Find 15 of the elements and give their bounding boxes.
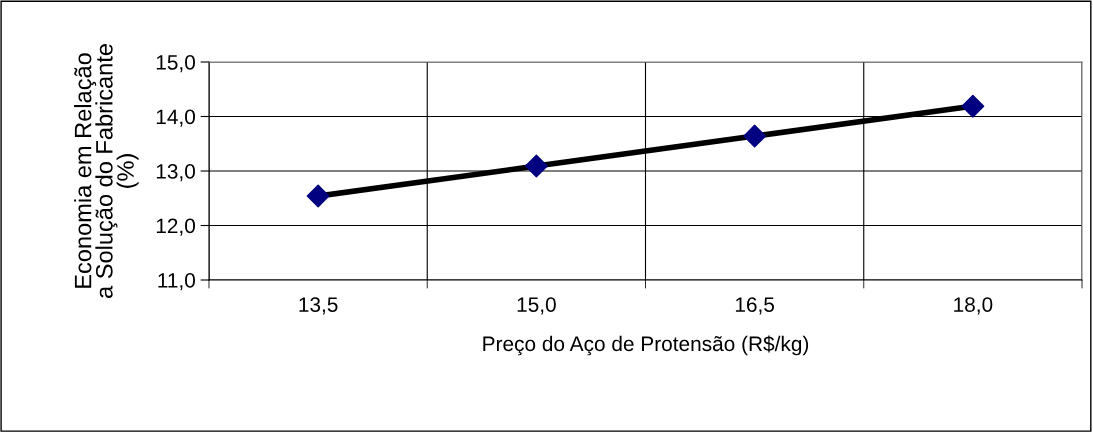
x-tick-label: 16,5 — [735, 297, 775, 315]
y-tick-label: 13,0 — [156, 164, 195, 182]
point — [961, 94, 985, 118]
point — [743, 124, 767, 148]
y-tick-label: 14,0 — [156, 109, 195, 127]
point — [306, 184, 330, 208]
x-tick-label: 15,0 — [517, 297, 556, 315]
y-tick-label: 12,0 — [156, 218, 195, 236]
x-tick-label: 18,0 — [954, 297, 993, 315]
y-tick-label: 11,0 — [158, 273, 195, 291]
x-tick-label: 13,5 — [299, 297, 338, 315]
point — [524, 154, 548, 178]
x-axis-title: Preço do Aço de Protensão (R$/kg) — [483, 335, 809, 356]
y-tick-label: 15,0 — [156, 55, 195, 73]
y-axis-title: Economia em Relação a Solução do Fabricante (%) — [74, 44, 139, 298]
